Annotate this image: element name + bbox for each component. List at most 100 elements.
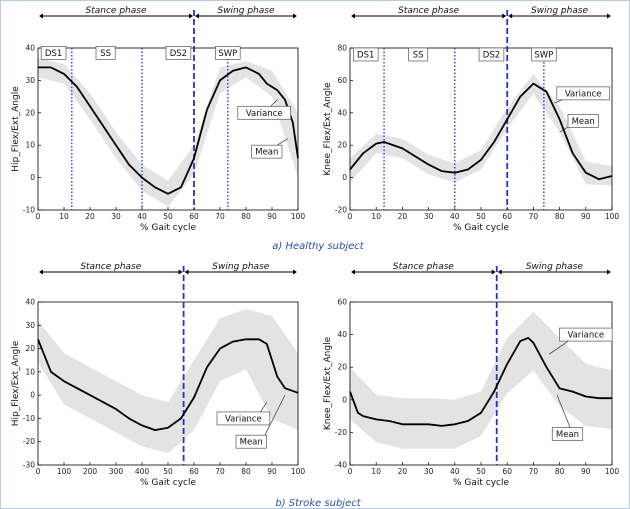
label-box-ds2: DS2: [166, 46, 191, 59]
label-box-text: Variance: [567, 331, 604, 341]
y-tick-label: 20: [25, 108, 35, 117]
x-tick-label: 100: [291, 212, 306, 221]
label-box-text: Variance: [246, 109, 283, 119]
label-box-text: Variance: [565, 89, 602, 99]
label-box-text: DS2: [483, 50, 500, 60]
x-tick-label: 10: [371, 467, 381, 476]
x-tick-label: 0: [36, 467, 41, 476]
stance-phase-label: Stance phase: [80, 262, 141, 272]
label-box-swp: SWP: [531, 48, 556, 61]
y-axis-label: Knee_Flex/Ext_Angle: [323, 82, 333, 176]
x-tick-label: 0: [348, 212, 353, 221]
x-tick-label: 30: [111, 212, 121, 221]
label-box-text: SS: [413, 50, 424, 60]
y-tick-label: -10: [23, 206, 35, 215]
label-box-variance: Variance: [238, 106, 291, 119]
x-axis-label: % Gait cycle: [140, 223, 197, 233]
x-tick-label: 50: [163, 212, 173, 221]
x-tick-label: 20: [398, 212, 408, 221]
x-tick-label: 200: [83, 467, 98, 476]
caption-stroke: b) Stroke subject: [275, 498, 361, 509]
label-box-text: Mean: [556, 430, 579, 440]
x-tick-label: 50: [163, 467, 173, 476]
y-tick-label: -30: [23, 461, 35, 470]
label-box-variance: Variance: [557, 87, 610, 100]
x-tick-label: 80: [241, 467, 251, 476]
y-axis-label: Hip_Flex/Ext_Angle: [11, 340, 21, 426]
x-tick-label: 60: [189, 467, 199, 476]
x-tick-label: 300: [109, 467, 124, 476]
label-box-ds1: DS1: [41, 46, 66, 59]
x-tick-label: 400: [135, 467, 150, 476]
label-box-ss: SS: [96, 46, 115, 59]
y-tick-label: 40: [25, 44, 35, 53]
swing-phase-label: Swing phase: [217, 6, 274, 16]
x-tick-label: 50: [476, 212, 486, 221]
x-tick-label: 80: [555, 467, 565, 476]
x-tick-label: 100: [605, 467, 620, 476]
label-box-mean: Mean: [568, 114, 598, 127]
y-tick-label: 60: [337, 76, 347, 85]
label-box-text: DS1: [45, 49, 62, 59]
x-tick-label: 0: [348, 467, 353, 476]
y-tick-label: 10: [25, 141, 35, 150]
x-tick-label: 90: [267, 467, 277, 476]
label-box-ds2: DS2: [479, 48, 504, 61]
label-box-swp: SWP: [215, 46, 240, 59]
y-tick-label: 0: [30, 391, 35, 400]
x-tick-label: 20: [85, 212, 95, 221]
x-tick-label: 30: [424, 467, 434, 476]
stance-phase-label: Stance phase: [393, 262, 454, 272]
x-axis-label: % Gait cycle: [453, 223, 510, 233]
x-tick-label: 40: [137, 212, 147, 221]
y-tick-label: 80: [337, 44, 347, 53]
x-tick-label: 10: [371, 212, 381, 221]
label-box-text: Mean: [255, 148, 278, 158]
x-tick-label: 70: [215, 212, 225, 221]
label-box-text: SWP: [534, 50, 553, 60]
label-box-variance: Variance: [217, 412, 270, 425]
x-tick-label: 70: [529, 212, 539, 221]
x-axis-label: % Gait cycle: [140, 478, 197, 488]
swing-phase-label: Swing phase: [212, 262, 269, 272]
caption-healthy: a) Healthy subject: [272, 241, 364, 252]
x-tick-label: 0: [36, 212, 41, 221]
y-tick-label: 20: [337, 141, 347, 150]
x-tick-label: 70: [529, 467, 539, 476]
y-tick-label: 10: [25, 367, 35, 376]
y-tick-label: 20: [337, 363, 347, 372]
y-axis-label: Knee_Flex/Ext_Angle: [323, 336, 333, 430]
y-tick-label: 0: [342, 395, 347, 404]
label-box-variance: Variance: [559, 328, 612, 341]
label-box-mean: Mean: [236, 435, 266, 448]
y-tick-label: -10: [23, 414, 35, 423]
y-tick-label: -40: [335, 461, 347, 470]
x-tick-label: 20: [398, 467, 408, 476]
x-tick-label: 100: [57, 467, 72, 476]
label-box-mean: Mean: [552, 428, 582, 441]
y-tick-label: 0: [342, 173, 347, 182]
swing-phase-label: Swing phase: [531, 6, 588, 16]
y-tick-label: 30: [25, 76, 35, 85]
y-tick-label: 40: [25, 298, 35, 307]
label-box-ds1: DS1: [353, 48, 378, 61]
label-box-text: Mean: [240, 438, 263, 448]
x-tick-label: 100: [291, 467, 306, 476]
label-box-text: SS: [100, 49, 111, 59]
x-tick-label: 60: [502, 467, 512, 476]
x-tick-label: 100: [605, 212, 620, 221]
swing-phase-label: Swing phase: [526, 262, 583, 272]
x-tick-label: 60: [189, 212, 199, 221]
label-box-text: SWP: [218, 49, 237, 59]
x-axis-label: % Gait cycle: [453, 478, 510, 488]
x-tick-label: 90: [581, 212, 591, 221]
y-tick-label: 20: [25, 344, 35, 353]
x-tick-label: 40: [450, 467, 460, 476]
x-tick-label: 10: [59, 212, 69, 221]
y-tick-label: 30: [25, 321, 35, 330]
x-tick-label: 60: [502, 212, 512, 221]
y-tick-label: 40: [337, 330, 347, 339]
x-tick-label: 90: [581, 467, 591, 476]
x-tick-label: 70: [215, 467, 225, 476]
